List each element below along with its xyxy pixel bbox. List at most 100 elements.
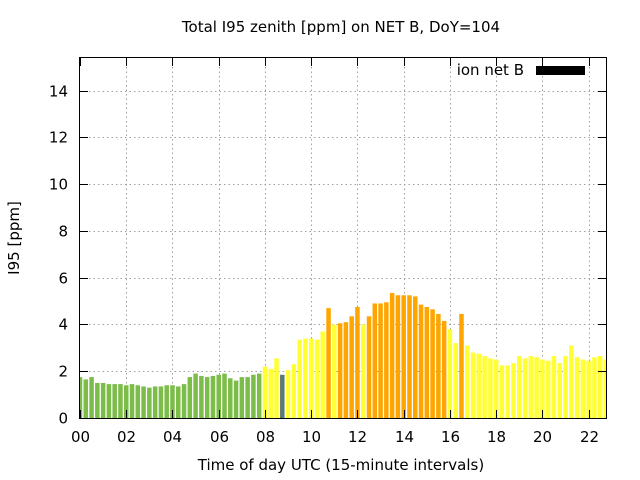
bar xyxy=(233,380,239,418)
bar xyxy=(297,339,302,418)
y-tick-label: 2 xyxy=(58,363,68,381)
bar xyxy=(170,385,175,418)
bar xyxy=(574,357,580,418)
x-tick-label: 06 xyxy=(210,428,229,446)
bar xyxy=(80,377,83,418)
bar xyxy=(268,368,273,418)
bar xyxy=(395,295,401,418)
bar xyxy=(222,373,227,418)
bar xyxy=(123,385,129,418)
bar xyxy=(597,356,603,418)
bar xyxy=(204,377,210,418)
bar xyxy=(83,379,89,418)
bar xyxy=(199,375,204,418)
bar xyxy=(586,360,591,418)
bar xyxy=(407,295,412,418)
bar xyxy=(517,356,522,418)
bar xyxy=(349,316,354,418)
bar xyxy=(274,358,279,418)
bar xyxy=(262,366,268,418)
bar xyxy=(522,358,528,418)
x-tick-label: 12 xyxy=(348,428,367,446)
bar xyxy=(337,323,343,418)
bar xyxy=(152,386,158,418)
x-tick-label: 10 xyxy=(302,428,321,446)
bar xyxy=(314,339,320,418)
bar xyxy=(430,309,435,418)
bar xyxy=(401,295,406,418)
bar xyxy=(384,302,389,418)
x-tick-label: 14 xyxy=(395,428,414,446)
bar xyxy=(545,360,551,418)
bar xyxy=(164,385,169,418)
bar xyxy=(210,375,216,418)
bars xyxy=(80,292,606,418)
bar xyxy=(135,385,141,418)
x-tick-label: 20 xyxy=(533,428,552,446)
bar xyxy=(129,384,135,418)
bar xyxy=(245,377,250,418)
bar xyxy=(228,378,233,418)
bar xyxy=(187,377,193,418)
bar xyxy=(308,338,314,418)
bar xyxy=(216,374,221,418)
y-tick-label: 14 xyxy=(49,83,68,101)
bar xyxy=(291,364,297,418)
bar xyxy=(528,356,534,418)
y-tick-label: 6 xyxy=(58,270,68,288)
bar xyxy=(557,363,563,418)
bar xyxy=(176,386,181,418)
bar xyxy=(551,356,557,418)
plot-frame xyxy=(79,57,607,419)
bar xyxy=(389,292,395,418)
bar xyxy=(569,345,574,418)
bar xyxy=(488,358,493,418)
bar xyxy=(280,374,285,418)
x-tick-label: 00 xyxy=(71,428,90,446)
y-tick-label: 8 xyxy=(58,223,68,241)
bar xyxy=(470,352,476,418)
y-tick-label: 0 xyxy=(58,410,68,428)
bar xyxy=(106,384,112,418)
bar xyxy=(89,377,94,418)
bar xyxy=(158,386,164,418)
bar xyxy=(540,359,545,418)
bar xyxy=(141,386,146,418)
bar xyxy=(511,363,516,418)
legend-swatch xyxy=(536,66,585,75)
bar xyxy=(360,324,366,418)
bar xyxy=(378,303,383,418)
bar xyxy=(100,382,106,418)
bar xyxy=(95,382,100,418)
bar xyxy=(112,384,117,418)
bar xyxy=(256,373,262,418)
bar xyxy=(499,365,505,418)
bar xyxy=(603,359,606,418)
y-axis-label: I95 [ppm] xyxy=(5,201,23,275)
bar xyxy=(424,306,430,418)
bar xyxy=(482,356,487,418)
bar xyxy=(418,304,424,418)
bar xyxy=(239,377,245,418)
bar xyxy=(453,343,458,418)
bar xyxy=(493,359,499,418)
x-tick-label: 22 xyxy=(580,428,599,446)
legend-label: ion net B xyxy=(457,61,524,79)
bar xyxy=(251,374,256,418)
x-tick-label: 18 xyxy=(487,428,506,446)
bar xyxy=(303,338,308,418)
bar xyxy=(366,316,372,418)
bar xyxy=(413,296,418,418)
y-tick-label: 10 xyxy=(49,176,68,194)
bar xyxy=(476,353,482,418)
bar xyxy=(320,331,326,418)
bar xyxy=(592,357,597,418)
legend: ion net B xyxy=(457,61,585,79)
bar xyxy=(285,370,291,418)
grid-lines xyxy=(80,58,606,418)
bar xyxy=(147,387,152,418)
bar xyxy=(580,359,586,418)
y-tick-label: 4 xyxy=(58,316,68,334)
